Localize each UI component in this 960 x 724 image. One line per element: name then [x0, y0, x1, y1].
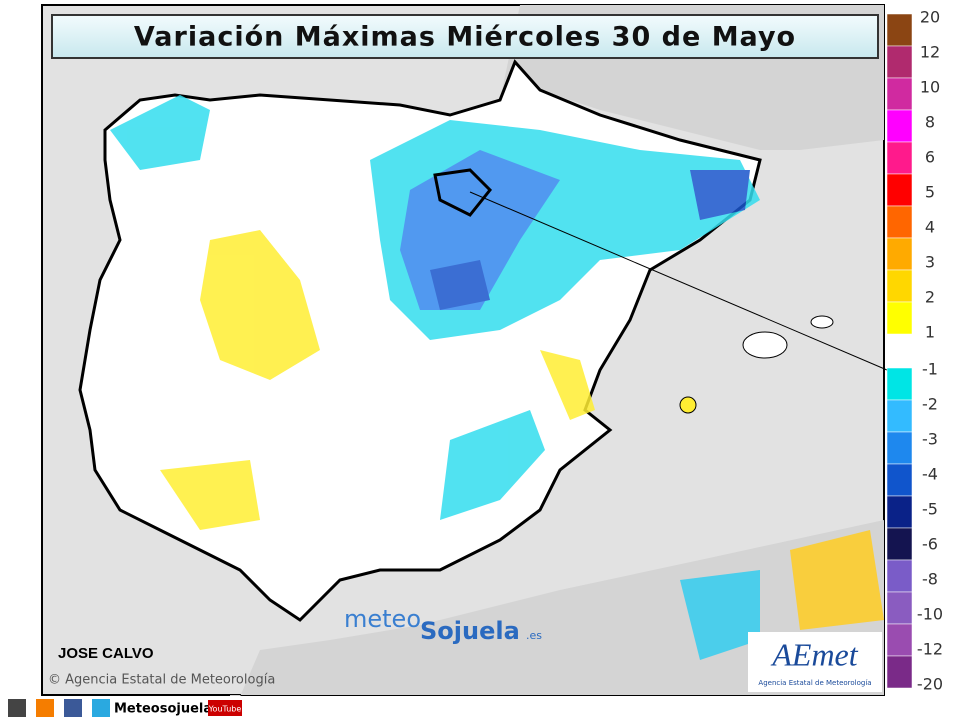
- legend-swatch: [886, 269, 913, 303]
- legend-swatch: [886, 45, 913, 79]
- legend-swatch: [886, 367, 913, 401]
- logo-subtitle: Agencia Estatal de Meteorología: [758, 679, 871, 687]
- social-name: Meteosojuela: [114, 702, 212, 717]
- logo-box: [748, 632, 882, 692]
- icon: [36, 699, 54, 717]
- legend-label: 1: [925, 323, 935, 342]
- legend-swatch: [886, 109, 913, 143]
- legend-swatch: [886, 399, 913, 433]
- anomaly-areas: [110, 95, 884, 660]
- title: Variación Máximas Miércoles 30 de Mayo: [134, 22, 796, 53]
- legend-swatch: [886, 655, 913, 689]
- legend-label: -8: [922, 570, 938, 589]
- legend-label: -6: [922, 535, 938, 554]
- author: JOSE CALVO: [58, 645, 154, 662]
- watermark-sojuela: Sojuela: [420, 617, 520, 645]
- youtube-text: YouTube: [208, 705, 242, 714]
- menorca: [810, 315, 834, 329]
- legend-label: 4: [925, 218, 935, 237]
- legend-label: -2: [922, 395, 938, 414]
- youtube-badge: [208, 700, 242, 716]
- icon: [92, 699, 110, 717]
- legend-label: 5: [925, 183, 935, 202]
- legend-swatch: [886, 77, 913, 111]
- title-box: [51, 14, 879, 59]
- legend-label: -10: [917, 605, 943, 624]
- soria-outline: [433, 168, 493, 217]
- legend-swatch: [886, 463, 913, 497]
- pointer-line: [469, 191, 888, 371]
- mallorca: [742, 331, 788, 359]
- ibiza: [679, 396, 697, 414]
- legend-label: -4: [922, 465, 938, 484]
- legend-swatch: [886, 431, 913, 465]
- agency-credit: © Agencia Estatal de Meteorología: [48, 673, 275, 688]
- legend-label: 2: [925, 288, 935, 307]
- watermark-meteo: meteo: [344, 605, 421, 633]
- legend-swatch: [886, 527, 913, 561]
- legend-swatch: [886, 237, 913, 271]
- legend-label: 8: [925, 113, 935, 132]
- legend-swatch: [886, 13, 913, 47]
- legend-label: -12: [917, 640, 943, 659]
- legend-label: 20: [920, 8, 940, 27]
- legend-label: 10: [920, 78, 940, 97]
- icon: [8, 699, 26, 717]
- legend-label: 12: [920, 43, 940, 62]
- legend-swatch: [886, 559, 913, 593]
- legend-swatch: [886, 205, 913, 239]
- legend-label: -20: [917, 675, 943, 694]
- africa: [230, 520, 884, 720]
- legend-label: -1: [922, 360, 938, 379]
- legend-swatch: [886, 495, 913, 529]
- legend-swatch: [886, 591, 913, 625]
- watermark-es: .es: [526, 629, 542, 642]
- logo-text: AEmet: [770, 636, 858, 672]
- legend-swatch: [886, 141, 913, 175]
- icon: [64, 699, 82, 717]
- legend-label: 3: [925, 253, 935, 272]
- legend-swatch: [886, 623, 913, 657]
- legend-label: -3: [922, 430, 938, 449]
- legend-swatch: [886, 301, 913, 335]
- legend-swatch: [886, 173, 913, 207]
- legend-label: 6: [925, 148, 935, 167]
- legend-label: -5: [922, 500, 938, 519]
- legend: 20 12 10 8 6 5 4 3 2 1 -1 -2 -3 -4 -5 -6 -8 -10 -12 -20: [886, 8, 943, 694]
